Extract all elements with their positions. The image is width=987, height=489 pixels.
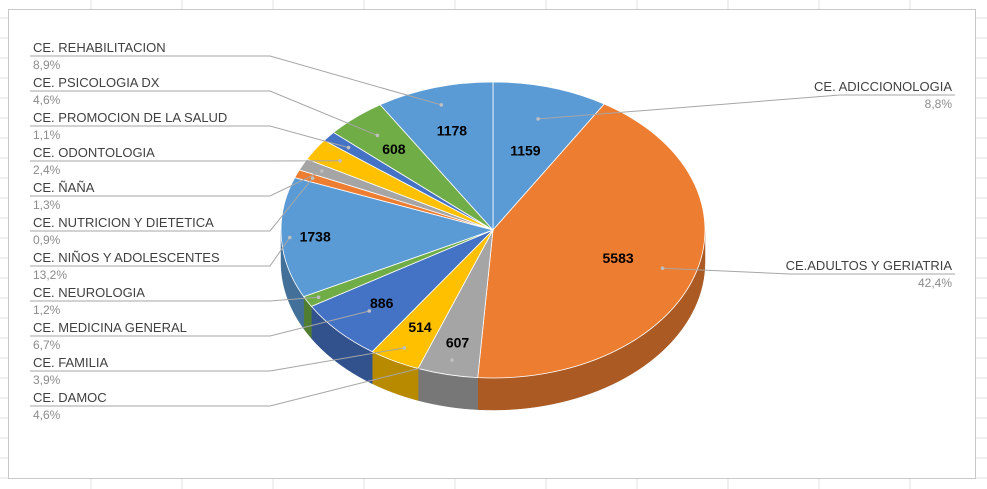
pie-top [280,81,706,379]
category-label: CE. NUTRICION Y DIETETICA [33,215,214,230]
percent-label: 2,4% [33,163,61,177]
leader-line [30,237,291,267]
slice-value-label: 5583 [603,250,634,266]
slice-value-label: 1178 [437,123,468,139]
leader-anchor [450,358,454,362]
percent-label: 8,8% [925,97,953,111]
leader-anchor [439,103,444,107]
leader-anchor [367,309,372,313]
leader-anchor [288,235,292,240]
percent-label: 13,2% [33,268,67,282]
slice-value-label: 1159 [510,142,541,158]
percent-label: 4,6% [33,93,61,107]
leader-anchor [338,159,342,163]
leader-anchor [660,266,665,271]
leader-anchor [320,169,324,173]
percent-label: 42,4% [918,276,952,290]
leader-line [662,267,955,275]
category-label: CE. NEUROLOGIA [33,285,145,300]
leader-anchor [310,176,315,180]
leader-line [30,296,319,302]
slice-value-label: 608 [382,141,406,157]
leader-anchor [536,117,540,121]
percent-label: 0,9% [33,233,61,247]
leader-line [30,170,323,197]
pie-slice[interactable] [379,81,494,232]
percent-label: 1,3% [33,198,61,212]
category-label: CE. ÑAÑA [33,180,95,195]
category-label: CE. NIÑOS Y ADOLESCENTES [33,250,220,265]
leader-anchor [346,145,351,150]
leader-lines [30,55,955,407]
leader-line [30,359,453,407]
leader-line [30,347,405,372]
leader-line [30,55,442,106]
category-label: CE. PROMOCION DE LA SALUD [33,110,227,125]
percent-label: 3,9% [33,373,61,387]
pie-sides [280,229,706,411]
value-labels: 1159 5583 607 514 886 1738 608 1178 [300,123,634,351]
category-label: CE. MEDICINA GENERAL [33,320,187,335]
pie-slice[interactable] [477,103,706,379]
slice-value-label: 886 [370,295,394,311]
category-label: CE. DAMOC [33,390,107,405]
pie-slice[interactable] [492,81,605,232]
leader-line [538,94,955,120]
category-label: CE. ADICCIONOLOGIA [814,79,952,94]
percent-label: 4,6% [33,408,61,422]
category-label: CE. ODONTOLOGIA [33,145,155,160]
leader-line [30,125,349,149]
percent-label: 8,9% [33,58,61,72]
leader-line [30,177,313,232]
leader-line [30,310,370,337]
category-label: CE. FAMILIA [33,355,108,370]
percent-label: 1,1% [33,128,61,142]
percent-label: 6,7% [33,338,61,352]
leader-line [30,90,378,136]
category-labels: CE. ADICCIONOLOGIA 8,8% CE.ADULTOS Y GERIA… [33,40,952,422]
percent-label: 1,2% [33,303,61,317]
leader-anchor [316,295,321,300]
slice-value-label: 607 [446,335,470,351]
slice-value-label: 514 [408,319,432,335]
leader-anchor [375,133,380,138]
category-label: CE.ADULTOS Y GERIATRIA [786,258,953,273]
category-label: CE. PSICOLOGIA DX [33,75,160,90]
slice-value-label: 1738 [300,229,331,245]
leader-anchor [402,346,407,350]
category-label: CE. REHABILITACION [33,40,166,55]
